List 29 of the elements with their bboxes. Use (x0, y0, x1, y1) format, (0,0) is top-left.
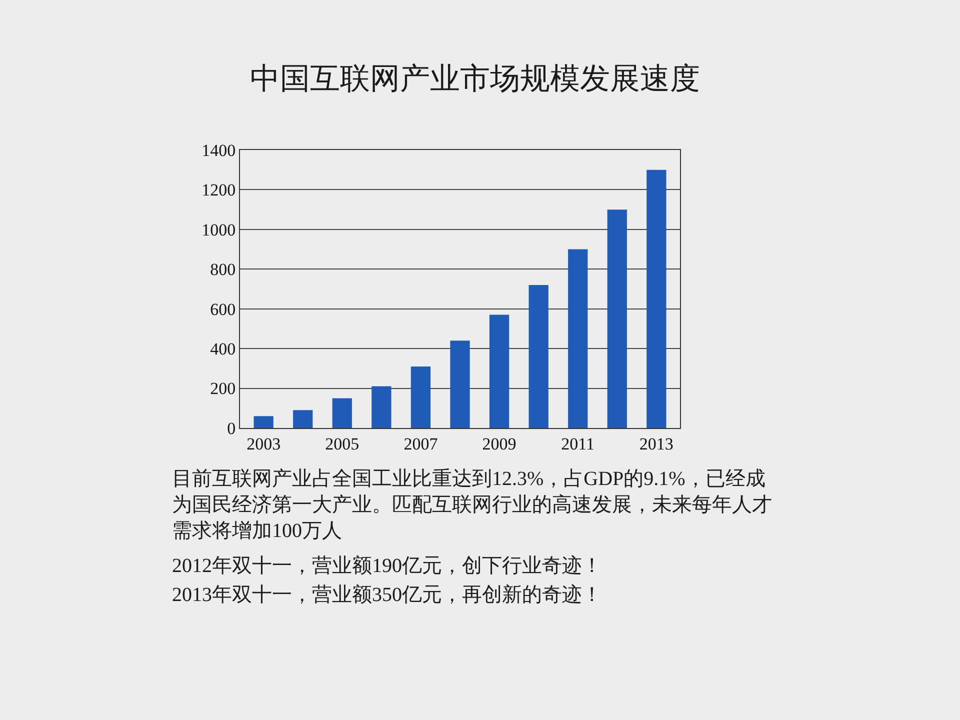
bar (489, 314, 510, 428)
bar (450, 340, 470, 428)
y-tick-label: 400 (210, 340, 236, 359)
y-tick-label: 0 (227, 418, 236, 438)
bar (646, 170, 666, 428)
chart-title: 中国互联网产业市场规模发展速度 (250, 62, 700, 96)
text: 2012年双十一，营业额190亿元，创下行业奇迹！ (172, 555, 602, 577)
bar (528, 285, 548, 428)
y-tick-label: 1400 (202, 140, 236, 160)
y-tick-label: 1200 (202, 180, 236, 200)
x-tick-label: 2009 (482, 434, 516, 454)
x-tick-label: 2007 (404, 434, 438, 454)
y-tick-label: 800 (210, 260, 236, 280)
text: 2013年双十一，营业额350亿元，再创新的奇迹！ (172, 584, 602, 606)
x-tick-label: 2003 (246, 434, 281, 454)
y-tick-label: 600 (210, 300, 236, 319)
y-tick-label: 1000 (202, 220, 236, 240)
x-tick-label: 2011 (561, 434, 595, 454)
bar (332, 398, 352, 428)
text: 目前互联网产业占全国工业比重达到12.3%，占GDP的9.1%，已经成为国民经济第一大产业。匹配互联网行业的高速发展，未来每年人才需求将增加100万人 (172, 468, 772, 542)
x-tick-label: 2013 (639, 434, 674, 454)
bar (607, 210, 627, 428)
bar (568, 249, 588, 428)
x-tick-label: 2005 (325, 434, 360, 454)
bar (410, 366, 431, 428)
bar (293, 410, 313, 428)
bar (372, 386, 392, 428)
y-tick-label: 200 (210, 379, 236, 398)
bar (254, 416, 274, 428)
